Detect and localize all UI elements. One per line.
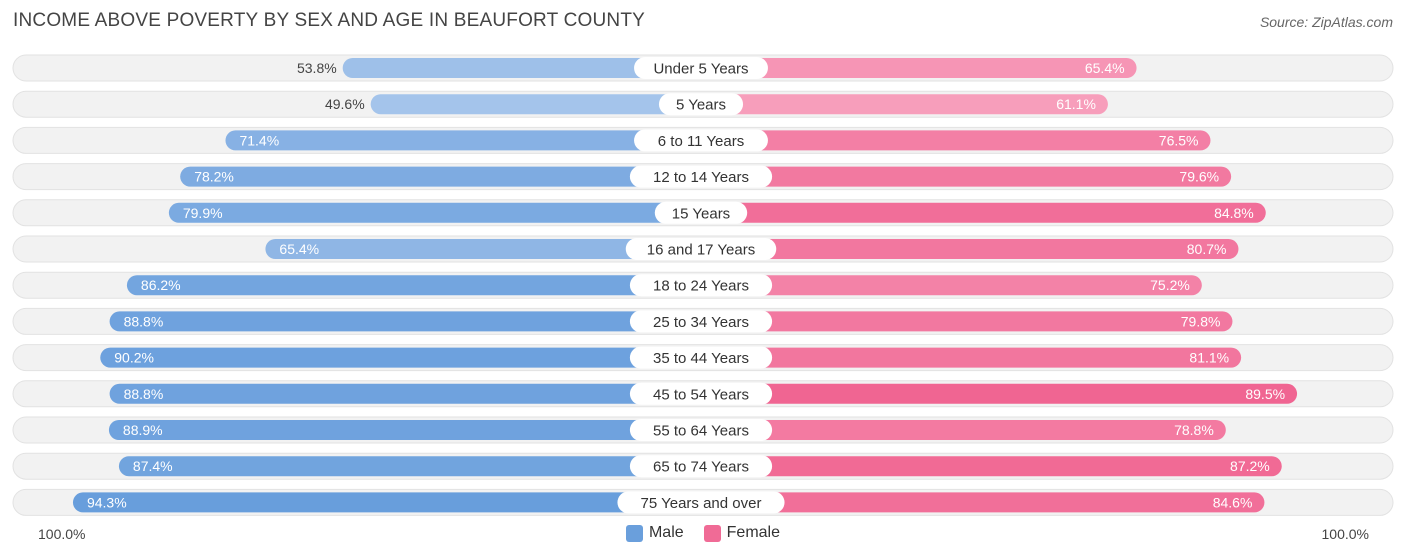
male-value-label: 86.2% <box>141 277 181 293</box>
female-bar <box>701 492 1265 513</box>
female-bar <box>701 58 1137 78</box>
male-value-label: 71.4% <box>239 132 279 148</box>
male-bar <box>370 94 701 115</box>
male-value-label: 79.9% <box>183 205 223 221</box>
category-label: 6 to 11 Years <box>658 133 744 150</box>
female-value-label: 81.1% <box>1189 350 1229 366</box>
female-value-label: 84.8% <box>1214 205 1254 221</box>
category-label: 55 to 64 Years <box>653 423 749 440</box>
male-value-label: 78.2% <box>194 169 234 185</box>
source-label: Source: ZipAtlas.com <box>1259 14 1393 30</box>
female-bar <box>701 239 1239 259</box>
category-label: 5 Years <box>676 97 726 114</box>
category-pill <box>634 57 768 79</box>
male-bar <box>109 311 702 332</box>
category-label: 12 to 14 Years <box>653 169 749 186</box>
female-bar <box>701 130 1211 151</box>
legend: Male Female <box>0 524 1406 542</box>
male-bar <box>118 456 701 477</box>
category-pill <box>634 129 768 152</box>
category-label: 35 to 44 Years <box>653 350 749 367</box>
category-pill <box>625 238 777 260</box>
chart-title: INCOME ABOVE POVERTY BY SEX AND AGE IN B… <box>13 10 645 31</box>
female-bar <box>701 94 1108 115</box>
female-bar <box>701 275 1202 296</box>
female-value-label: 76.5% <box>1159 132 1199 148</box>
male-bar <box>108 420 701 440</box>
category-label: 45 to 54 Years <box>653 386 749 403</box>
category-pill <box>654 201 748 224</box>
female-value-label: 78.8% <box>1174 422 1214 438</box>
category-pill <box>629 310 773 333</box>
male-bar <box>109 383 702 404</box>
axis-left-label: 100.0% <box>38 526 86 542</box>
female-value-label: 79.8% <box>1181 313 1221 329</box>
category-pill <box>617 491 785 514</box>
male-swatch <box>625 524 643 542</box>
male-value-label: 88.8% <box>124 313 164 329</box>
male-value-label: 88.9% <box>123 422 163 438</box>
legend-label-female: Female <box>726 524 781 541</box>
legend-item-female[interactable]: Female <box>703 524 781 542</box>
female-value-label: 61.1% <box>1056 96 1096 112</box>
male-value-label: 65.4% <box>279 241 319 257</box>
male-value-label: 53.8% <box>297 60 337 76</box>
female-swatch <box>703 524 721 542</box>
category-label: 65 to 74 Years <box>653 459 749 476</box>
category-label: 25 to 34 Years <box>653 314 749 331</box>
female-bar <box>701 383 1298 404</box>
male-bar <box>126 275 701 296</box>
axis-right-label: 100.0% <box>1321 526 1369 542</box>
male-bar <box>342 58 701 78</box>
female-value-label: 79.6% <box>1179 169 1219 185</box>
category-label: 75 Years and over <box>641 495 762 512</box>
category-label: Under 5 Years <box>653 61 748 78</box>
female-value-label: 75.2% <box>1150 277 1190 293</box>
category-pill <box>629 346 773 369</box>
male-value-label: 87.4% <box>133 458 173 474</box>
category-pill <box>629 455 773 478</box>
female-bar <box>701 311 1233 332</box>
category-pill <box>658 93 744 116</box>
female-value-label: 65.4% <box>1085 60 1125 76</box>
male-bar <box>100 347 701 368</box>
category-pill <box>629 165 773 188</box>
female-bar <box>701 420 1226 440</box>
male-value-label: 49.6% <box>325 96 365 112</box>
female-bar <box>701 166 1232 187</box>
category-pill <box>629 382 773 405</box>
female-value-label: 89.5% <box>1245 386 1285 402</box>
male-bar <box>265 239 701 259</box>
male-value-label: 88.8% <box>124 386 164 402</box>
female-value-label: 84.6% <box>1213 494 1253 510</box>
male-value-label: 94.3% <box>87 494 127 510</box>
category-label: 15 Years <box>672 205 730 222</box>
category-pill <box>629 274 773 297</box>
chart-canvas: 53.8% 65.4% Under 5 Years 49.6% 61.1% 5 Years… <box>12 54 1394 516</box>
category-label: 18 to 24 Years <box>653 278 749 295</box>
legend-item-male[interactable]: Male <box>625 524 684 542</box>
male-bar <box>168 202 702 223</box>
category-pill <box>629 419 773 441</box>
legend-label-male: Male <box>648 524 684 541</box>
male-bar <box>72 492 702 513</box>
female-bar <box>701 456 1282 477</box>
female-value-label: 80.7% <box>1187 241 1227 257</box>
female-bar <box>701 347 1242 368</box>
male-bar <box>180 166 702 187</box>
category-label: 16 and 17 Years <box>647 242 755 259</box>
female-bar <box>701 202 1266 223</box>
male-bar <box>225 130 701 151</box>
female-value-label: 87.2% <box>1230 458 1270 474</box>
male-value-label: 90.2% <box>114 350 154 366</box>
